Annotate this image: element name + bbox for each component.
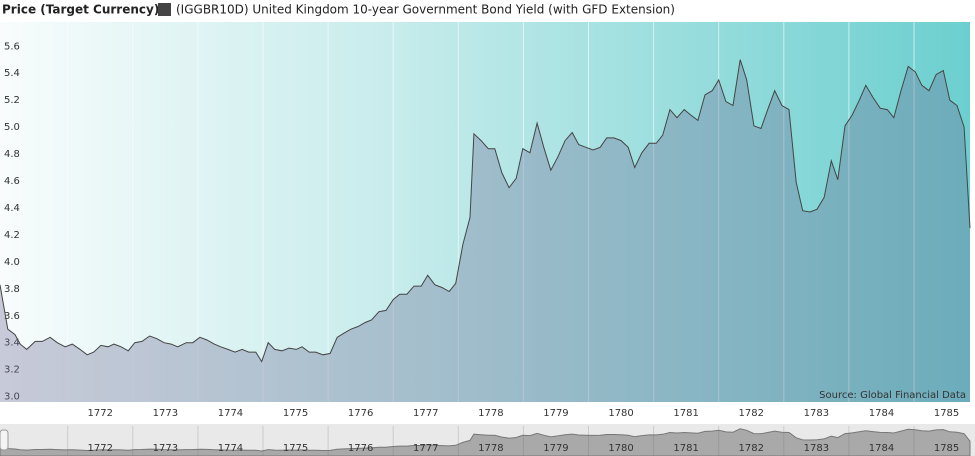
plot: 3.0 3.2 3.4 3.6 3.8 4.0 4.2 4.4 4.6 4.8 5.0 5.2 5.4 5…: [0, 41, 971, 403]
navigator-tick-label: 1779: [543, 443, 568, 454]
y-tick-label: 4.4: [4, 203, 20, 214]
navigator-plot: [0, 426, 971, 456]
navigator-tick-label: 1776: [348, 443, 373, 454]
legend-label[interactable]: (IGGBR10D) United Kingdom 10-year Govern…: [176, 3, 675, 17]
y-tick-label: 4.0: [4, 257, 20, 268]
navigator-tick-label: 1782: [739, 443, 764, 454]
y-tick-label: 4.2: [4, 230, 20, 241]
navigator-tick-label: 1773: [153, 443, 178, 454]
x-tick-label: 1783: [804, 408, 829, 419]
x-tick-label: 1777: [413, 408, 438, 419]
navigator-tick-label: 1784: [869, 443, 894, 454]
navigator-tick-label: 1772: [88, 443, 113, 454]
x-tick-label: 1773: [153, 408, 178, 419]
navigator-tick-label: 1774: [218, 443, 243, 454]
y-tick-label: 5.6: [4, 41, 20, 52]
y-tick-label: 5.4: [4, 68, 20, 79]
y-tick-label: 3.8: [4, 284, 20, 295]
y-tick-label: 4.6: [4, 176, 20, 187]
navigator-tick-label: 1775: [283, 443, 308, 454]
x-tick-label: 1781: [673, 408, 698, 419]
navigator-tick-label: 1780: [608, 443, 633, 454]
legend-title: Price (Target Currency): [2, 3, 159, 17]
legend-swatch[interactable]: [158, 3, 171, 16]
x-tick-label: 1776: [348, 408, 373, 419]
navigator-tick-label: 1783: [804, 443, 829, 454]
source-note: Source: Global Financial Data: [819, 390, 966, 401]
y-tick-label: 4.8: [4, 149, 20, 160]
x-tick-label: 1784: [869, 408, 894, 419]
x-tick-label: 1772: [88, 408, 113, 419]
grid: [67, 22, 915, 402]
y-tick-label: 3.4: [4, 338, 20, 349]
x-tick-label: 1774: [218, 408, 243, 419]
navigator-tick-label: 1777: [413, 443, 438, 454]
x-tick-label: 1778: [478, 408, 503, 419]
y-tick-label: 3.0: [4, 392, 20, 403]
y-tick-label: 3.2: [4, 365, 20, 376]
navigator-area: [0, 428, 971, 456]
y-tick-label: 5.2: [4, 95, 20, 106]
x-tick-label: 1779: [543, 408, 568, 419]
area-line: [0, 59, 971, 363]
navigator-tick-label: 1781: [673, 443, 698, 454]
y-tick-label: 3.6: [4, 311, 20, 322]
x-tick-label: 1775: [283, 408, 308, 419]
navigator-tick-label: 1778: [478, 443, 503, 454]
x-tick-label: 1780: [608, 408, 633, 419]
area-fill: [0, 59, 970, 402]
navigator-tick-label: 1785: [934, 443, 959, 454]
x-tick-label: 1785: [934, 408, 959, 419]
navigator-handle[interactable]: [0, 429, 9, 451]
y-tick-label: 5.0: [4, 122, 20, 133]
x-tick-label: 1782: [739, 408, 764, 419]
